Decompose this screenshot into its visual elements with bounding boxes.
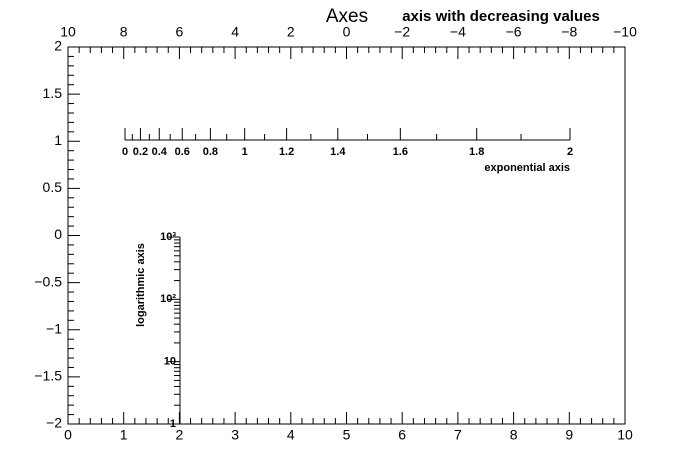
tick-label: 10 bbox=[617, 427, 633, 443]
tick-label: −8 bbox=[561, 24, 577, 40]
tick-label: 0.4 bbox=[152, 146, 168, 158]
tick-label: 2 bbox=[287, 24, 295, 40]
tick-label: 1.8 bbox=[469, 146, 484, 158]
tick-label: 1 bbox=[242, 146, 248, 158]
tick-label: 8 bbox=[120, 24, 128, 40]
tick-label: 1 bbox=[54, 132, 62, 148]
tick-label: 10² bbox=[160, 293, 176, 305]
tick-label: 7 bbox=[454, 427, 462, 443]
tick-label: −6 bbox=[506, 24, 522, 40]
tick-label: 10 bbox=[164, 356, 176, 368]
tick-label: 0.6 bbox=[175, 146, 190, 158]
tick-label: 10 bbox=[60, 24, 76, 40]
tick-label: −2 bbox=[46, 415, 62, 431]
tick-label: −10 bbox=[613, 24, 637, 40]
tick-label: 6 bbox=[398, 427, 406, 443]
tick-label: 1 bbox=[120, 427, 128, 443]
tick-label: 9 bbox=[565, 427, 573, 443]
tick-label: 6 bbox=[176, 24, 184, 40]
tick-label: 10³ bbox=[160, 231, 176, 243]
tick-label: 3 bbox=[231, 427, 239, 443]
tick-label: −1.5 bbox=[34, 368, 62, 384]
tick-label: 0 bbox=[64, 427, 72, 443]
tick-label: 4 bbox=[231, 24, 239, 40]
tick-label: 0.2 bbox=[133, 146, 148, 158]
tick-label: 1.2 bbox=[279, 146, 294, 158]
tick-label: 0.5 bbox=[43, 179, 63, 195]
axis-title: exponential axis bbox=[484, 162, 570, 174]
tick-label: 1.5 bbox=[43, 85, 63, 101]
tick-label: 0.8 bbox=[203, 146, 218, 158]
tick-label: 0 bbox=[343, 24, 351, 40]
tick-label: −1 bbox=[46, 320, 62, 336]
tick-label: 2 bbox=[54, 38, 62, 54]
tick-label: 1.4 bbox=[330, 146, 346, 158]
tick-label: 2 bbox=[567, 146, 573, 158]
tick-label: −2 bbox=[394, 24, 410, 40]
tick-label: 5 bbox=[343, 427, 351, 443]
tick-label: 0 bbox=[122, 146, 128, 158]
tick-label: 8 bbox=[510, 427, 518, 443]
tick-label: 0 bbox=[54, 226, 62, 242]
axis-title: logarithmic axis bbox=[135, 243, 147, 327]
axis-title: axis with decreasing values bbox=[402, 8, 600, 25]
tick-label: 1 bbox=[170, 418, 176, 430]
tick-label: −0.5 bbox=[34, 273, 62, 289]
tick-label: −4 bbox=[450, 24, 466, 40]
tick-label: 4 bbox=[287, 427, 295, 443]
tick-label: 2 bbox=[176, 427, 184, 443]
tick-label: 1.6 bbox=[393, 146, 408, 158]
chart-title: Axes bbox=[326, 6, 368, 27]
